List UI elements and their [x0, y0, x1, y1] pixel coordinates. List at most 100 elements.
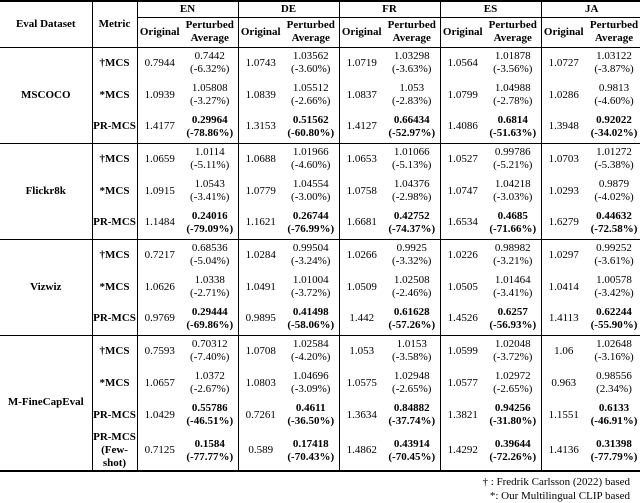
perturbed-cell: 1.05808 (-3.27%)	[182, 79, 238, 111]
header-language-row: Eval Dataset Metric EN DE FR ES JA	[0, 1, 640, 48]
perturbed-percent: (-77.77%)	[186, 450, 234, 463]
perturbed-percent: (-34.02%)	[590, 126, 638, 139]
original-value: 1.0293	[540, 175, 587, 207]
perturbed-percent: (-2.65%)	[392, 383, 432, 395]
original-value: 1.0747	[439, 175, 486, 207]
perturbed-percent: (-3.41%)	[190, 191, 230, 203]
original-value: 1.0564	[439, 46, 486, 79]
lang-header-es: ES	[439, 1, 542, 18]
perturbed-cell: 0.94256 (-31.80%)	[485, 399, 541, 431]
perturbed-cell: 1.02948 (-2.65%)	[384, 367, 440, 399]
perturbed-percent: (2.34%)	[596, 383, 632, 395]
perturbed-percent: (-5.38%)	[594, 159, 634, 172]
original-value: 0.963	[540, 367, 587, 399]
original-value: 1.0226	[439, 238, 486, 271]
col-header-metric: Metric	[91, 1, 137, 48]
original-value: 1.0727	[540, 46, 587, 79]
perturbed-value: 0.4611	[295, 402, 326, 414]
perturbed-cell: 1.04218 (-3.03%)	[485, 175, 541, 207]
original-value: 1.0799	[439, 79, 486, 111]
original-value: 1.0577	[439, 367, 486, 399]
perturbed-value: 0.99786	[494, 146, 531, 159]
perturbed-cell: 1.0153 (-3.58%)	[384, 334, 441, 367]
original-value: 1.4526	[439, 303, 486, 335]
metric-label: †MCS	[91, 46, 137, 79]
original-value: 1.3153	[237, 111, 283, 143]
perturbed-cell: 1.01004 (-3.72%)	[283, 271, 339, 303]
perturbed-cell: 1.01066 (-5.13%)	[384, 142, 441, 175]
perturbed-value: 1.02584	[292, 338, 329, 351]
dataset-label: M-FineCapEval	[0, 334, 92, 471]
perturbed-value: 0.94256	[494, 402, 531, 414]
evaluation-table: Eval Dataset Metric EN DE FR ES JA Origi…	[0, 0, 640, 472]
perturbed-cell: 0.84882 (-37.74%)	[384, 399, 440, 431]
table-row: PR-MCS 1.0429 0.55786 (-46.51%) 0.7261 0.4611…	[0, 399, 640, 431]
perturbed-value: 0.98556	[596, 370, 632, 382]
perturbed-percent: (-5.13%)	[392, 159, 432, 172]
perturbed-cell: 0.99786 (-5.21%)	[485, 142, 542, 175]
subheader-perturbed: Perturbed Average	[384, 17, 441, 48]
metric-label: PR-MCS (Few-shot)	[91, 431, 137, 471]
perturbed-cell: 1.01878 (-3.56%)	[485, 46, 542, 79]
perturbed-percent: (-3.16%)	[594, 351, 634, 364]
perturbed-cell: 1.04696 (-3.09%)	[283, 367, 339, 399]
original-value: 1.0719	[338, 46, 384, 79]
perturbed-value: 1.0114	[194, 146, 225, 159]
perturbed-percent: (-3.61%)	[594, 255, 634, 268]
perturbed-percent: (-3.03%)	[493, 191, 533, 203]
original-value: 1.4292	[439, 431, 486, 471]
original-value: 1.0657	[136, 367, 182, 399]
perturbed-value: 0.70312	[191, 338, 228, 351]
original-value: 1.3948	[540, 111, 587, 143]
perturbed-percent: (-2.98%)	[392, 191, 432, 203]
perturbed-percent: (-2.66%)	[291, 95, 331, 107]
perturbed-cell: 1.03298 (-3.63%)	[384, 46, 441, 79]
original-value: 1.6279	[540, 207, 587, 239]
original-value: 1.06	[540, 334, 587, 367]
perturbed-value: 1.04696	[292, 370, 329, 382]
perturbed-percent: (-36.50%)	[287, 415, 335, 427]
table-row: MSCOCO †MCS 0.7944 0.7442 (-6.32%) 1.0743 1.03…	[0, 46, 640, 143]
perturbed-percent: (-3.42%)	[594, 287, 634, 299]
perturbed-value: 0.39644	[494, 437, 531, 450]
perturbed-value: 1.01966	[292, 146, 329, 159]
original-value: 1.0297	[540, 238, 587, 271]
original-value: 1.0743	[237, 46, 283, 79]
perturbed-percent: (-74.37%)	[388, 222, 436, 235]
original-value: 1.0505	[439, 271, 486, 303]
perturbed-percent: (-3.72%)	[291, 287, 331, 299]
perturbed-percent: (-5.04%)	[190, 255, 230, 268]
perturbed-cell: 0.26744 (-76.99%)	[283, 207, 339, 239]
perturbed-cell: 0.6814 (-51.63%)	[485, 111, 541, 143]
perturbed-cell: 1.02972 (-2.65%)	[485, 367, 541, 399]
perturbed-value: 0.43914	[393, 437, 430, 450]
perturbed-value: 0.62244	[596, 305, 632, 318]
original-value: 1.0915	[136, 175, 182, 207]
perturbed-percent: (-55.90%)	[590, 318, 638, 331]
perturbed-value: 1.053	[399, 82, 425, 94]
perturbed-percent: (-3.27%)	[190, 95, 230, 107]
metric-label: PR-MCS	[91, 207, 137, 239]
perturbed-cell: 1.01272 (-5.38%)	[586, 142, 640, 175]
original-value: 1.4086	[439, 111, 486, 143]
original-value: 1.0708	[237, 334, 283, 367]
lang-header-fr: FR	[338, 1, 441, 18]
perturbed-cell: 0.70312 (-7.40%)	[182, 334, 238, 367]
original-value: 1.4127	[338, 111, 384, 143]
perturbed-cell: 0.6133 (-46.91%)	[586, 399, 640, 431]
original-value: 1.0837	[338, 79, 384, 111]
perturbed-percent: (-37.74%)	[388, 415, 436, 427]
original-value: 0.9895	[237, 303, 283, 335]
perturbed-percent: (-3.60%)	[291, 63, 331, 76]
perturbed-percent: (-7.40%)	[190, 351, 230, 364]
subheader-perturbed: Perturbed Average	[586, 17, 640, 48]
perturbed-cell: 0.99252 (-3.61%)	[586, 238, 640, 271]
perturbed-percent: (-2.71%)	[190, 287, 230, 299]
perturbed-percent: (-2.65%)	[493, 383, 533, 395]
perturbed-percent: (-4.20%)	[291, 351, 331, 364]
perturbed-value: 0.68536	[191, 242, 228, 255]
perturbed-cell: 0.9813 (-4.60%)	[586, 79, 640, 111]
original-value: 1.442	[338, 303, 384, 335]
metric-label: †MCS	[91, 238, 137, 271]
original-value: 1.0414	[540, 271, 587, 303]
